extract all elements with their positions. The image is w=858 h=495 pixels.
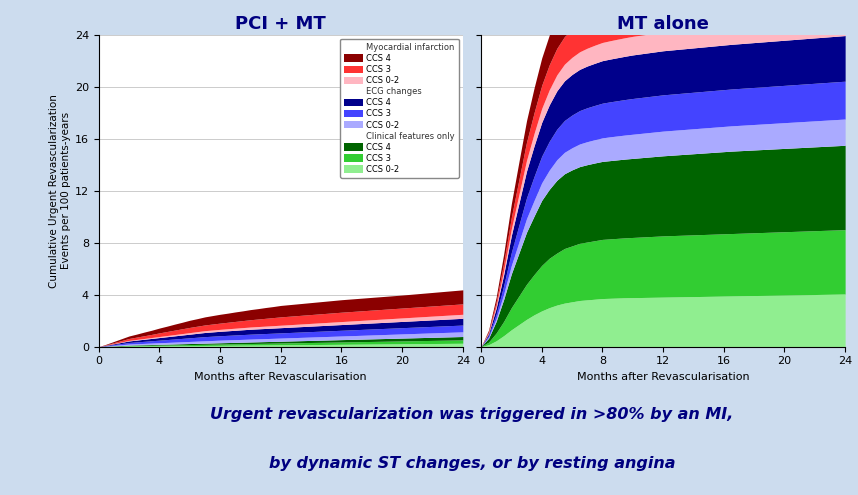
Title: PCI + MT: PCI + MT xyxy=(235,15,326,33)
Title: MT alone: MT alone xyxy=(617,15,709,33)
Y-axis label: Cumulative Urgent Revascularization
Events per 100 patients-years: Cumulative Urgent Revascularization Even… xyxy=(49,94,70,288)
X-axis label: Months after Revascularisation: Months after Revascularisation xyxy=(195,372,367,382)
Text: Urgent revascularization was triggered in >80% by an MI,: Urgent revascularization was triggered i… xyxy=(210,407,734,422)
Text: by dynamic ST changes, or by resting angina: by dynamic ST changes, or by resting ang… xyxy=(269,456,675,471)
Legend: Myocardial infarction, CCS 4, CCS 3, CCS 0-2, ECG changes, CCS 4, CCS 3, CCS 0-2: Myocardial infarction, CCS 4, CCS 3, CCS… xyxy=(340,39,459,178)
X-axis label: Months after Revascularisation: Months after Revascularisation xyxy=(577,372,749,382)
